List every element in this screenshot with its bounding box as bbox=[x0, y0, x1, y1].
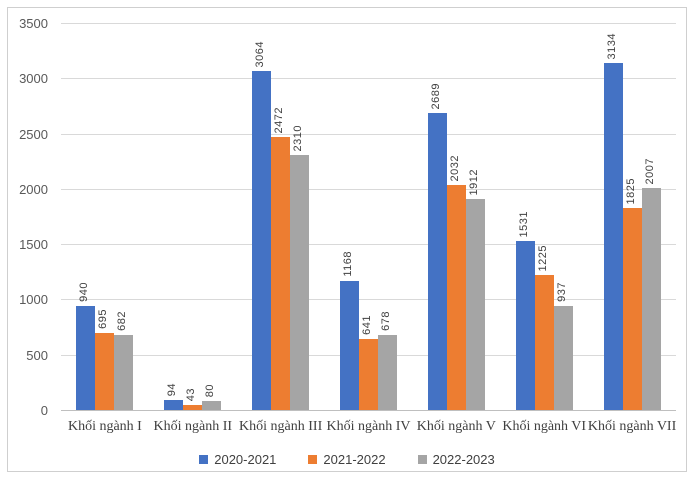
value-label: 937 bbox=[555, 282, 568, 302]
bar-2020-2021-Khối ngành II bbox=[164, 400, 183, 410]
bar-2022-2023-Khối ngành III bbox=[290, 155, 309, 410]
bar-2021-2022-Khối ngành I bbox=[95, 333, 114, 410]
value-label: 2472 bbox=[272, 106, 285, 133]
legend-swatch-icon bbox=[199, 455, 209, 464]
plot-area: 940 695 682 94 43 80 3064 2472 2310 1168 641 678 268… bbox=[61, 23, 676, 411]
x-category-label: Khối ngành V bbox=[416, 419, 496, 434]
y-tick-label: 3000 bbox=[19, 71, 48, 87]
bar-2022-2023-Khối ngành IV bbox=[378, 335, 397, 410]
gridline bbox=[61, 244, 676, 246]
value-label: 641 bbox=[360, 315, 373, 335]
bar-2022-2023-Khối ngành VII bbox=[642, 188, 661, 410]
x-axis-line bbox=[61, 410, 676, 411]
value-label: 2310 bbox=[291, 124, 304, 151]
y-tick-label: 1500 bbox=[19, 237, 48, 253]
value-label: 1825 bbox=[624, 177, 637, 204]
x-category-label: Khối ngành III bbox=[239, 419, 323, 434]
value-label: 94 bbox=[165, 382, 178, 396]
x-category-label: Khối ngành IV bbox=[326, 419, 411, 434]
value-label: 3064 bbox=[253, 40, 266, 67]
chart-frame: 940 695 682 94 43 80 3064 2472 2310 1168 641 678 268… bbox=[7, 7, 687, 472]
bar-2020-2021-Khối ngành VI bbox=[516, 241, 535, 410]
bar-2021-2022-Khối ngành IV bbox=[359, 339, 378, 410]
bar-2022-2023-Khối ngành V bbox=[466, 199, 485, 410]
bar-2020-2021-Khối ngành IV bbox=[340, 281, 359, 410]
bar-2022-2023-Khối ngành VI bbox=[554, 306, 573, 410]
value-label: 678 bbox=[379, 311, 392, 331]
gridline bbox=[61, 78, 676, 80]
gridline bbox=[61, 23, 676, 24]
legend-label: 2020-2021 bbox=[214, 452, 277, 467]
value-label: 2032 bbox=[448, 154, 461, 181]
y-tick-label: 3500 bbox=[19, 16, 48, 31]
legend-item-2020-2021: 2020-2021 bbox=[199, 452, 276, 467]
value-label: 1531 bbox=[517, 210, 530, 237]
bar-2021-2022-Khối ngành II bbox=[183, 405, 202, 410]
legend-label: 2022-2023 bbox=[432, 452, 495, 467]
x-category-label: Khối ngành VI bbox=[502, 419, 587, 434]
bar-2022-2023-Khối ngành I bbox=[114, 335, 133, 410]
bar-2021-2022-Khối ngành III bbox=[271, 137, 290, 410]
bar-2020-2021-Khối ngành III bbox=[252, 71, 271, 410]
value-label: 1912 bbox=[467, 168, 480, 195]
value-label: 3134 bbox=[605, 32, 618, 59]
x-category-label: Khối ngành II bbox=[153, 419, 233, 434]
value-label: 695 bbox=[96, 309, 109, 329]
legend-label: 2021-2022 bbox=[323, 452, 386, 467]
legend-item-2022-2023: 2022-2023 bbox=[417, 452, 495, 467]
y-tick-label: 500 bbox=[26, 347, 48, 363]
bar-2020-2021-Khối ngành V bbox=[428, 113, 447, 410]
value-label: 2007 bbox=[643, 157, 656, 184]
y-tick-label: 2000 bbox=[19, 181, 48, 197]
gridline bbox=[61, 299, 676, 301]
bar-2020-2021-Khối ngành I bbox=[76, 306, 95, 410]
bar-2021-2022-Khối ngành VII bbox=[623, 208, 642, 410]
y-tick-label: 0 bbox=[40, 403, 48, 418]
legend: 2020-2021 2021-2022 2022-2023 bbox=[8, 452, 686, 467]
gridline bbox=[61, 188, 676, 190]
value-label: 80 bbox=[203, 383, 216, 397]
bar-2022-2023-Khối ngành II bbox=[202, 401, 221, 410]
legend-swatch-icon bbox=[308, 455, 318, 464]
legend-swatch-icon bbox=[417, 455, 427, 464]
y-tick-label: 2500 bbox=[19, 126, 48, 142]
value-label: 2689 bbox=[429, 82, 442, 109]
x-category-label: Khối ngành I bbox=[67, 419, 142, 434]
value-label: 1225 bbox=[536, 244, 549, 271]
value-label: 940 bbox=[77, 282, 90, 302]
y-tick-label: 1000 bbox=[19, 292, 48, 308]
bar-2021-2022-Khối ngành VI bbox=[535, 275, 554, 410]
legend-item-2021-2022: 2021-2022 bbox=[308, 452, 386, 467]
value-label: 682 bbox=[115, 311, 128, 331]
value-label: 1168 bbox=[341, 251, 354, 277]
x-category-label: Khối ngành VII bbox=[587, 419, 677, 434]
bar-2021-2022-Khối ngành V bbox=[447, 185, 466, 410]
value-label: 43 bbox=[184, 387, 197, 401]
bar-2020-2021-Khối ngành VII bbox=[604, 63, 623, 410]
gridline bbox=[61, 133, 676, 135]
